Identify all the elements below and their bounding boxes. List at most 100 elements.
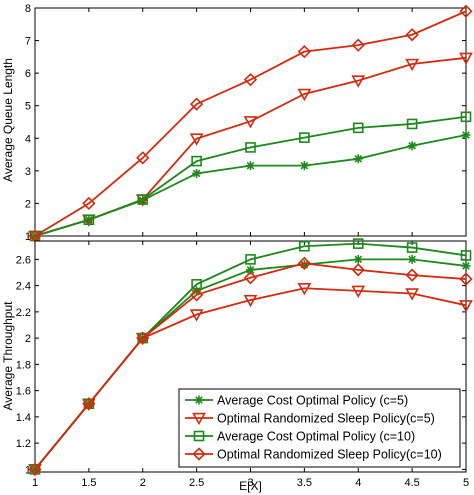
queue-y-tick-label: 5 bbox=[25, 101, 31, 113]
queue-data-point bbox=[461, 130, 471, 140]
queue-data-point bbox=[191, 155, 202, 167]
queue-y-tick-label: 8 bbox=[25, 3, 31, 15]
throughput-series-diamond-3 bbox=[28, 256, 473, 477]
queue-data-point bbox=[243, 73, 258, 87]
throughput-data-point bbox=[460, 250, 472, 261]
queue-y-tick-label: 7 bbox=[25, 36, 31, 48]
throughput-y-tick-label: 2.4 bbox=[16, 281, 31, 293]
throughput-data-point bbox=[351, 285, 366, 299]
throughput-series-line bbox=[34, 262, 467, 470]
throughput-data-point bbox=[407, 254, 417, 264]
throughput-data-point bbox=[299, 240, 310, 252]
legend-label: Average Cost Optimal Policy (c=5) bbox=[217, 394, 408, 408]
queue-data-point bbox=[405, 58, 419, 72]
x-tick-label: 1 bbox=[32, 477, 38, 489]
queue-data-point bbox=[406, 118, 418, 130]
throughput-data-point bbox=[297, 256, 312, 270]
queue-data-point bbox=[460, 111, 472, 123]
throughput-data-point bbox=[459, 272, 473, 286]
queue-y-tick-label: 3 bbox=[25, 166, 31, 178]
throughput-data-point bbox=[245, 254, 256, 265]
throughput-data-point bbox=[243, 294, 258, 308]
throughput-y-tick-label: 2.6 bbox=[16, 254, 31, 266]
queue-data-point bbox=[136, 151, 150, 165]
queue-data-point bbox=[246, 161, 255, 171]
throughput-data-point bbox=[136, 331, 150, 345]
queue-data-point bbox=[459, 52, 473, 65]
legend-swatch-marker bbox=[193, 430, 205, 442]
throughput-y-tick-label: 1.4 bbox=[16, 412, 31, 424]
throughput-data-point bbox=[406, 242, 418, 253]
queue-data-point bbox=[299, 132, 310, 143]
throughput-data-point bbox=[28, 462, 42, 477]
throughput-data-point bbox=[189, 309, 204, 322]
throughput-data-point bbox=[352, 238, 364, 249]
throughput-data-point bbox=[461, 261, 471, 271]
x-axis-label: E[X] bbox=[239, 479, 262, 493]
x-tick-label: 2 bbox=[140, 477, 146, 489]
legend-swatch-marker bbox=[194, 395, 204, 405]
queue-data-point bbox=[407, 141, 417, 151]
queue-y-tick-label: 4 bbox=[25, 133, 31, 145]
throughput-y-tick-label: 1.8 bbox=[16, 359, 31, 371]
queue-y-tick-label: 1 bbox=[25, 231, 31, 243]
throughput-y-tick-label: 2.2 bbox=[16, 307, 31, 319]
legend-label: Average Cost Optimal Policy (c=10) bbox=[217, 430, 415, 444]
x-tick-label: 2.5 bbox=[189, 477, 204, 489]
queue-length-chart: 1 2 3 4 5 6 7 8 Average Queue Length bbox=[1, 3, 473, 244]
x-tick-label: 3.5 bbox=[297, 477, 312, 489]
legend-box bbox=[178, 388, 461, 468]
x-tick-label: 4 bbox=[355, 477, 361, 489]
throughput-data-point bbox=[189, 288, 204, 302]
legend-label: Optimal Randomized Sleep Policy(c=5) bbox=[217, 412, 435, 426]
legend-swatch-marker bbox=[192, 447, 206, 461]
queue-series-diamond-3 bbox=[28, 4, 473, 243]
queue-series-line bbox=[34, 115, 467, 237]
queue-data-point bbox=[245, 142, 256, 153]
throughput-y-tick-label: 2 bbox=[25, 333, 31, 345]
queue-data-point bbox=[189, 133, 204, 146]
x-tick-label: 4.5 bbox=[404, 477, 419, 489]
throughput-y-tick-label: 1.6 bbox=[16, 386, 31, 398]
legend-entry: Average Cost Optimal Policy (c=10) bbox=[185, 430, 415, 444]
legend-label: Optimal Randomized Sleep Policy(c=10) bbox=[217, 448, 442, 462]
throughput-y-tick-label: 1.2 bbox=[16, 438, 31, 450]
queue-data-point bbox=[405, 28, 419, 42]
queue-y-axis-label: Average Queue Length bbox=[1, 58, 15, 182]
throughput-data-point bbox=[459, 300, 473, 313]
queue-data-point bbox=[353, 154, 363, 164]
queue-series-line bbox=[34, 10, 467, 237]
queue-data-point bbox=[297, 45, 312, 59]
x-tick-label: 5 bbox=[463, 477, 469, 489]
queue-data-point bbox=[189, 97, 204, 111]
queue-data-point bbox=[83, 214, 95, 226]
queue-y-tick-label: 2 bbox=[25, 198, 31, 210]
queue-data-point bbox=[351, 38, 365, 52]
x-tick-label: 3 bbox=[247, 477, 253, 489]
throughput-data-point bbox=[405, 268, 419, 282]
throughput-data-point bbox=[243, 271, 258, 285]
throughput-data-point bbox=[82, 397, 96, 411]
throughput-data-point bbox=[353, 254, 363, 264]
x-tick-label: 1.5 bbox=[81, 477, 96, 489]
throughput-y-tick-label: 1 bbox=[25, 464, 31, 476]
legend-swatch-marker bbox=[192, 412, 206, 426]
legend-entry: Average Cost Optimal Policy (c=5) bbox=[185, 394, 408, 408]
queue-data-point bbox=[192, 168, 202, 178]
legend-entry: Optimal Randomized Sleep Policy(c=5) bbox=[185, 412, 435, 426]
queue-data-point bbox=[299, 161, 309, 171]
queue-data-point bbox=[352, 122, 364, 134]
throughput-data-point bbox=[297, 283, 312, 296]
queue-data-point bbox=[297, 88, 312, 102]
queue-data-point bbox=[82, 196, 96, 211]
legend-entry: Optimal Randomized Sleep Policy(c=10) bbox=[185, 447, 442, 462]
queue-data-point bbox=[459, 4, 473, 18]
queue-data-point bbox=[137, 194, 149, 205]
legend: Average Cost Optimal Policy (c=5) Optimal… bbox=[178, 388, 461, 468]
queue-data-point bbox=[243, 116, 258, 129]
throughput-data-point bbox=[405, 288, 419, 301]
throughput-y-axis-label: Average Throughput bbox=[1, 301, 15, 411]
queue-data-point bbox=[351, 75, 366, 88]
throughput-data-point bbox=[351, 263, 365, 277]
